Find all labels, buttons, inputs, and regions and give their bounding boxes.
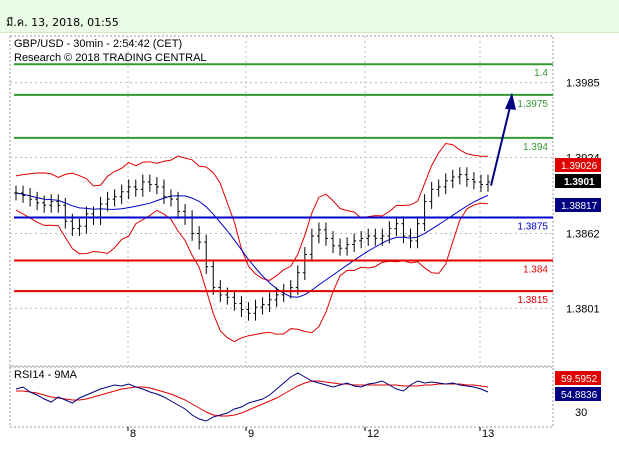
x-tick-label: 8 [130, 428, 136, 440]
main-grid [10, 36, 553, 427]
upper-band-line [15, 142, 488, 281]
level-label: 1.4 [534, 68, 548, 79]
forecast-line [490, 106, 511, 186]
moving-average-line [15, 192, 489, 298]
level-label: 1.3875 [517, 222, 548, 233]
rsi-ma-value: 59.5952 [561, 374, 598, 385]
date-label: มี.ค. 13, 2018, 01:55 [6, 16, 119, 29]
x-axis: 8 9 12 13 [127, 427, 494, 440]
level-label: 1.384 [523, 264, 548, 275]
bollinger-bands [15, 142, 489, 343]
x-tick-label: 12 [367, 428, 379, 440]
mid-band-tag [555, 198, 601, 212]
rsi-ma-tag [555, 371, 601, 385]
main-panel-frame [9, 35, 554, 367]
chart-subtitle: Research © 2018 TRADING CENTRAL [14, 52, 207, 64]
y-tick-label: 1.3985 [566, 78, 600, 90]
top-date-bar: มี.ค. 13, 2018, 01:55 [0, 0, 619, 33]
mid-band-value: 1.38817 [561, 201, 598, 212]
x-tick-label: 13 [482, 428, 494, 440]
x-tick-label: 9 [248, 428, 254, 440]
rsi-line [15, 372, 489, 422]
support-resistance-levels: 1.4 1.3975 1.394 1.3875 1.384 1.3815 [14, 63, 553, 306]
forecast-arrowhead [505, 92, 516, 110]
lower-band-line [15, 202, 489, 343]
rsi-value-tag [555, 387, 601, 401]
upper-band-tag [555, 158, 601, 172]
rsi-value: 54.8836 [561, 390, 598, 401]
level-label: 1.394 [523, 142, 548, 153]
rsi-label: RSI14 - 9MA [14, 369, 78, 381]
price-candles [14, 167, 490, 321]
rsi-panel-frame [9, 366, 554, 428]
y-tick-label: 1.3801 [566, 303, 600, 315]
level-label: 1.3975 [517, 99, 548, 110]
forecast-arrow [490, 92, 516, 186]
current-price-tag [555, 174, 601, 188]
rsi-panel: RSI14 - 9MA 59.5952 54.8836 30 [9, 366, 601, 428]
main-panel: 1.4 1.3975 1.394 1.3875 1.384 1.3815 GBP/USD … [9, 35, 554, 427]
rsi-lines [15, 372, 489, 422]
price-tags: 1.39026 1.3901 1.38817 [555, 158, 601, 212]
level-label: 1.3815 [517, 295, 548, 306]
rsi-axis-30: 30 [575, 407, 587, 419]
y-tick-label: 1.3862 [566, 229, 600, 241]
chart-title: GBP/USD - 30min - 2:54:42 (CET) [14, 38, 182, 50]
current-price-value: 1.3901 [564, 177, 595, 188]
upper-band-value: 1.39026 [561, 161, 598, 172]
